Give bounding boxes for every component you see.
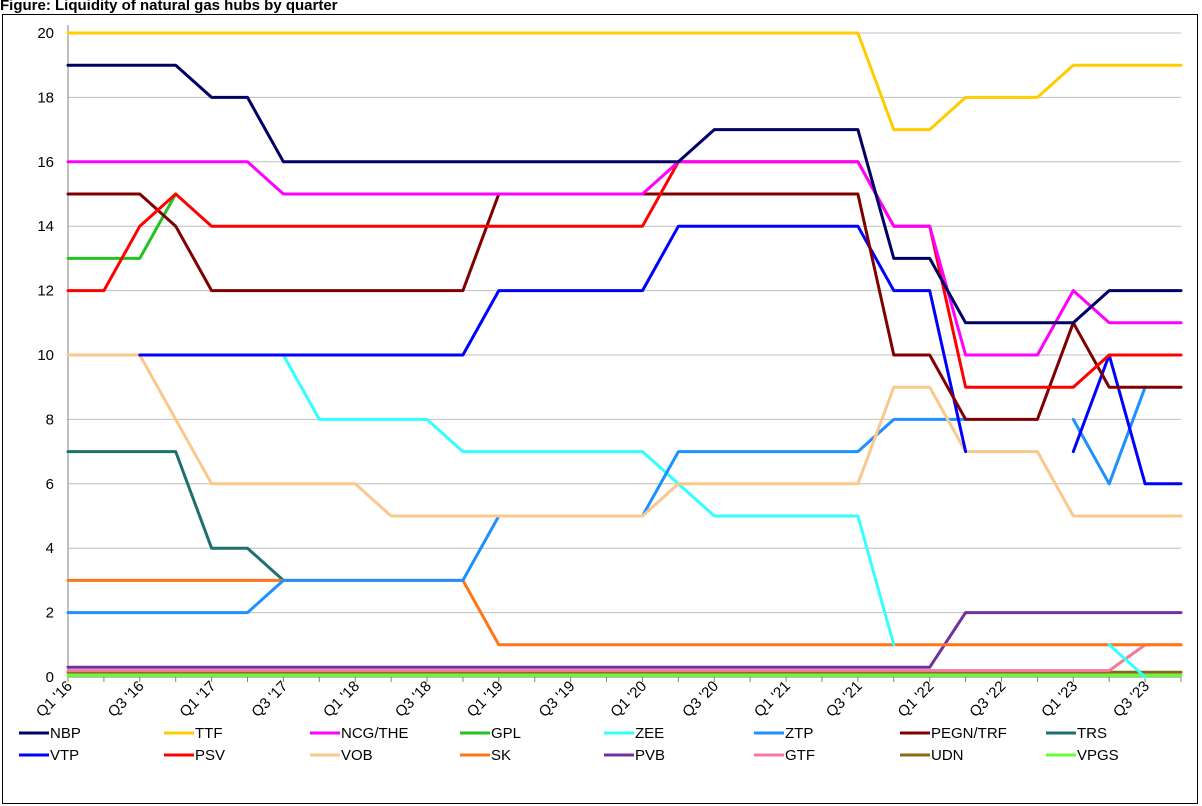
legend-label-pvb: PVB bbox=[635, 747, 665, 764]
series-line-pegn-trf bbox=[66, 192, 1183, 421]
legend-label-gtf: GTF bbox=[785, 747, 815, 764]
y-tick-label-2: 2 bbox=[46, 605, 54, 622]
x-tick-label-q3-23: Q3 '23 bbox=[1110, 678, 1153, 721]
y-tick-label-12: 12 bbox=[37, 283, 54, 300]
series-line-ttf bbox=[66, 31, 1183, 132]
y-tick-label-10: 10 bbox=[37, 347, 54, 364]
legend-label-ncg-the: NCG/THE bbox=[341, 725, 409, 742]
x-tick-labels: Q1 '16 Q3 '16 Q1 '17 Q3 '17 Q1 '18 Q3 '18 Q1 '… bbox=[33, 678, 1153, 721]
legend-label-nbp: NBP bbox=[50, 725, 81, 742]
y-tick-label-16: 16 bbox=[37, 154, 54, 171]
x-tick-label-q1-21: Q1 '21 bbox=[751, 678, 794, 721]
x-tick-label-q1-22: Q1 '22 bbox=[895, 678, 938, 721]
y-tick-labels: 0 2 4 6 8 10 12 14 16 18 20 bbox=[37, 25, 54, 686]
legend-label-psv: PSV bbox=[195, 747, 225, 764]
series-lines bbox=[66, 31, 1183, 679]
y-tick-label-6: 6 bbox=[46, 476, 54, 493]
series-line-ncg-the bbox=[66, 160, 1183, 357]
x-tick-label-q3-16: Q3 '16 bbox=[105, 678, 148, 721]
y-tick-label-0: 0 bbox=[46, 669, 54, 686]
x-tick-label-q1-23: Q1 '23 bbox=[1038, 678, 1081, 721]
x-tick-label-q3-22: Q3 '22 bbox=[966, 678, 1009, 721]
y-tick-label-20: 20 bbox=[37, 25, 54, 42]
x-tick-label-q1-18: Q1 '18 bbox=[320, 678, 363, 721]
series-line-vob bbox=[66, 353, 1183, 518]
x-tick-label-q1-17: Q1 '17 bbox=[176, 678, 219, 721]
legend-label-ztp: ZTP bbox=[785, 725, 813, 742]
series-line-pvb bbox=[66, 611, 1183, 669]
x-tick-label-q1-16: Q1 '16 bbox=[33, 678, 76, 721]
series-line-vtp bbox=[138, 224, 1183, 486]
series-line-zee bbox=[281, 353, 1147, 679]
legend-label-sk: SK bbox=[491, 747, 511, 764]
legend-label-ttf: TTF bbox=[195, 725, 223, 742]
y-tick-label-4: 4 bbox=[46, 540, 54, 557]
legend-label-trs: TRS bbox=[1077, 725, 1107, 742]
y-tick-label-8: 8 bbox=[46, 411, 54, 428]
x-tick-label-q1-19: Q1 '19 bbox=[464, 678, 507, 721]
x-tick-label-q3-21: Q3 '21 bbox=[823, 678, 866, 721]
legend-label-vpgs: VPGS bbox=[1077, 747, 1119, 764]
legend-label-vtp: VTP bbox=[50, 747, 79, 764]
series-line-sk bbox=[66, 578, 1183, 647]
axes bbox=[67, 25, 1182, 682]
series-line-trs bbox=[66, 450, 285, 582]
y-tick-label-14: 14 bbox=[37, 218, 54, 235]
series-line-gtf bbox=[66, 643, 1183, 673]
legend-label-vob: VOB bbox=[341, 747, 373, 764]
series-line-nbp bbox=[66, 63, 1183, 325]
x-tick-label-q3-17: Q3 '17 bbox=[248, 678, 291, 721]
series-line-psv bbox=[66, 160, 1183, 389]
x-tick-label-q3-20: Q3 '20 bbox=[679, 678, 722, 721]
series-line-ztp bbox=[66, 385, 1147, 615]
x-tick-label-q1-20: Q1 '20 bbox=[607, 678, 650, 721]
legend-label-udn: UDN bbox=[931, 747, 964, 764]
legend-label-gpl: GPL bbox=[491, 725, 521, 742]
x-tick-label-q3-18: Q3 '18 bbox=[392, 678, 435, 721]
y-tick-label-18: 18 bbox=[37, 89, 54, 106]
x-tick-label-q3-19: Q3 '19 bbox=[536, 678, 579, 721]
figure-caption: Figure: Liquidity of natural gas hubs by… bbox=[0, 0, 338, 14]
legend-label-zee: ZEE bbox=[635, 725, 664, 742]
legend: NBP TTF NCG/THE GPL ZEE ZTP PEGN/TRF TRS VTP PSV V… bbox=[19, 725, 1119, 764]
legend-label-pegn-trf: PEGN/TRF bbox=[931, 725, 1007, 742]
